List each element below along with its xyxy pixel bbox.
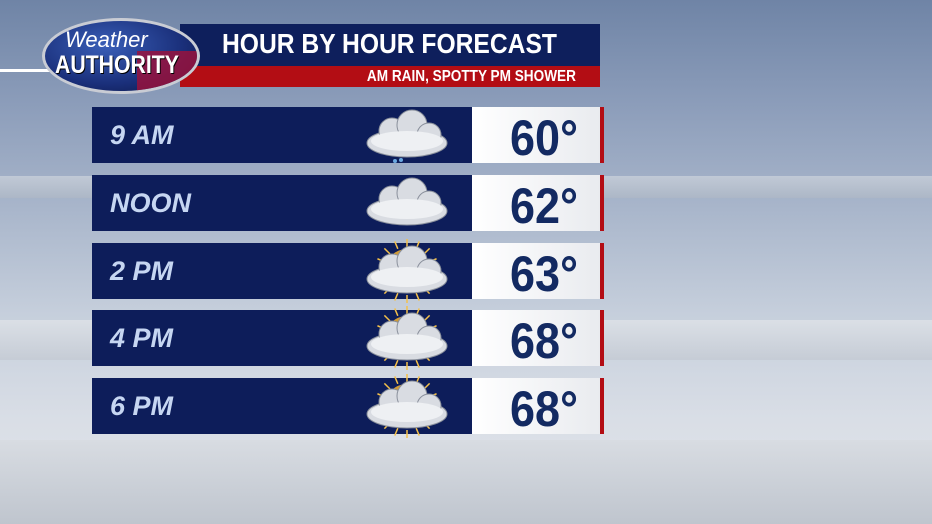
forecast-time: 9 AM <box>110 120 174 150</box>
forecast-temperature: 60° <box>510 110 579 166</box>
accent-line <box>0 69 50 72</box>
forecast-row: 6 PM 68° <box>92 374 604 438</box>
page-title: HOUR BY HOUR FORECAST <box>222 28 557 59</box>
cloud-sun-icon <box>366 374 448 438</box>
subtitle-bar <box>180 66 600 87</box>
forecast-time: 2 PM <box>110 256 174 286</box>
subtitle: AM RAIN, SPOTTY PM SHOWER <box>366 68 576 85</box>
cloud-icon <box>366 177 448 226</box>
cloud-sun-icon <box>366 239 448 303</box>
forecast-time: 6 PM <box>110 391 174 421</box>
cloud-sun-icon <box>366 306 448 370</box>
background-floor <box>0 440 932 524</box>
logo-line1: Weather <box>65 27 148 52</box>
weather-authority-logo: Weather AUTHORITY <box>42 18 200 94</box>
forecast-row: 4 PM 68° <box>92 306 604 370</box>
logo-line2: AUTHORITY <box>55 51 179 79</box>
forecast-time: NOON <box>110 188 191 218</box>
forecast-temperature: 68° <box>510 381 579 437</box>
forecast-temperature: 68° <box>510 313 579 369</box>
forecast-temperature: 63° <box>510 246 579 302</box>
forecast-row: NOON 62° <box>92 175 604 234</box>
forecast-row: 9 AM 60° <box>92 107 604 166</box>
header-bar <box>180 24 600 66</box>
forecast-row: 2 PM 63° <box>92 239 604 303</box>
cloud-rain-icon <box>366 109 448 163</box>
forecast-temperature: 62° <box>510 178 579 234</box>
forecast-time: 4 PM <box>110 323 174 353</box>
